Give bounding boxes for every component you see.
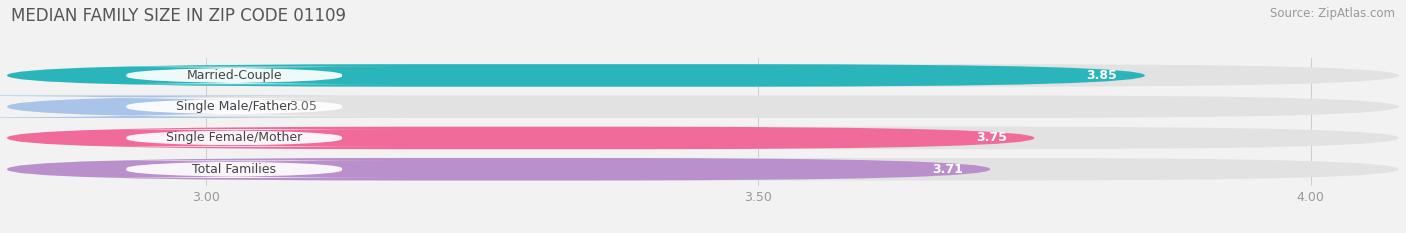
- Text: 3.05: 3.05: [288, 100, 316, 113]
- Text: Source: ZipAtlas.com: Source: ZipAtlas.com: [1270, 7, 1395, 20]
- Text: Married-Couple: Married-Couple: [187, 69, 283, 82]
- FancyBboxPatch shape: [7, 64, 1144, 87]
- FancyBboxPatch shape: [0, 96, 405, 118]
- FancyBboxPatch shape: [63, 98, 405, 116]
- Text: Total Families: Total Families: [193, 163, 276, 176]
- Text: 3.71: 3.71: [932, 163, 963, 176]
- Text: 3.75: 3.75: [976, 131, 1007, 144]
- FancyBboxPatch shape: [7, 158, 1399, 181]
- Text: Single Male/Father: Single Male/Father: [176, 100, 292, 113]
- Text: Single Female/Mother: Single Female/Mother: [166, 131, 302, 144]
- FancyBboxPatch shape: [63, 129, 405, 147]
- FancyBboxPatch shape: [7, 96, 1399, 118]
- FancyBboxPatch shape: [7, 64, 1399, 87]
- Text: MEDIAN FAMILY SIZE IN ZIP CODE 01109: MEDIAN FAMILY SIZE IN ZIP CODE 01109: [11, 7, 346, 25]
- FancyBboxPatch shape: [63, 161, 405, 178]
- FancyBboxPatch shape: [7, 158, 990, 181]
- FancyBboxPatch shape: [7, 127, 1399, 149]
- FancyBboxPatch shape: [7, 127, 1035, 149]
- Text: 3.85: 3.85: [1087, 69, 1118, 82]
- FancyBboxPatch shape: [63, 67, 405, 84]
